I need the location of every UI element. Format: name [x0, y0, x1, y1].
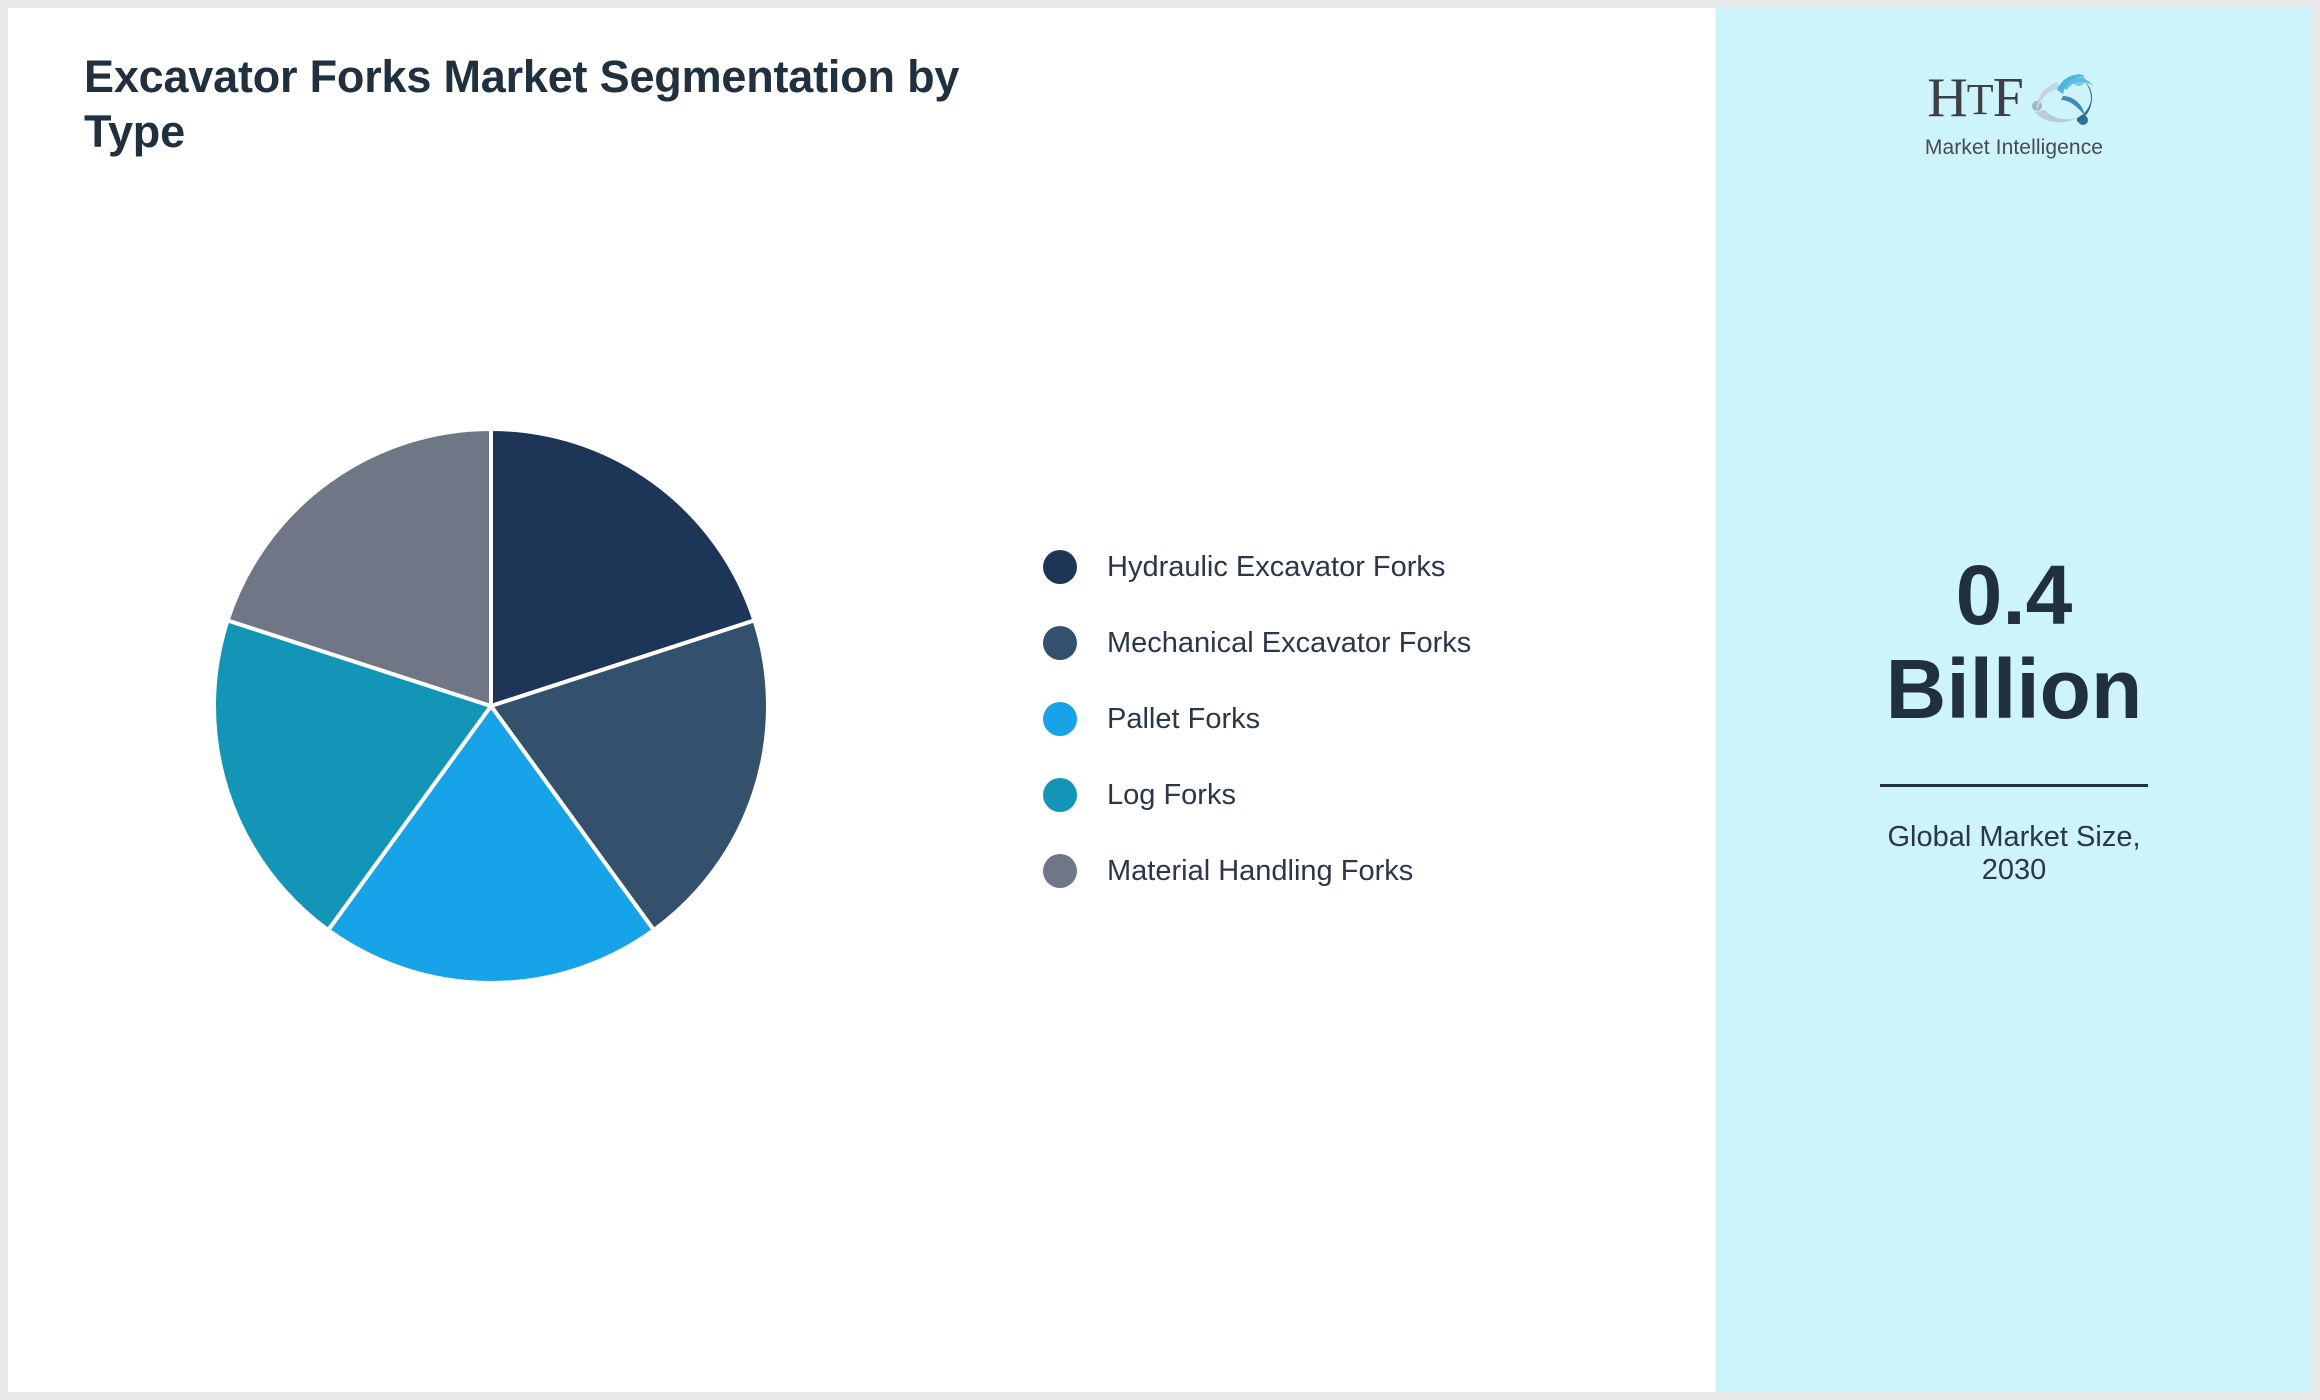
- market-size-number: 0.4: [1955, 548, 2073, 642]
- legend-swatch-icon: [1043, 550, 1077, 584]
- logo-letter-t: T: [1966, 75, 1994, 125]
- chart-panel: Excavator Forks Market Segmentation by T…: [8, 8, 1716, 1392]
- stat-block: 0.4 Billion Global Market Size, 2030: [1716, 548, 2312, 886]
- htf-logo: HTF Market Intelligence: [1716, 66, 2312, 160]
- pie-slice[interactable]: [326, 704, 656, 983]
- logo-mark: HTF: [1927, 66, 2101, 132]
- stat-panel: HTF Market Intelligence 0.4 Billion: [1716, 8, 2312, 1392]
- caption-line-2: 2030: [1981, 853, 2047, 886]
- infographic-page: Excavator Forks Market Segmentation by T…: [8, 8, 2312, 1392]
- market-size-unit: Billion: [1885, 642, 2143, 737]
- legend-swatch-icon: [1043, 854, 1077, 888]
- legend-item-label: Mechanical Excavator Forks: [1107, 626, 1472, 659]
- logo-letter-h: H: [1927, 67, 1967, 130]
- logo-tagline: Market Intelligence: [1924, 136, 2104, 159]
- legend-swatch-icon: [1043, 702, 1077, 736]
- legend-item-hydraulic-excavator-forks[interactable]: Hydraulic Excavator Forks: [1043, 529, 1471, 605]
- legend-item-label: Material Handling Forks: [1107, 854, 1414, 887]
- legend-item-label: Pallet Forks: [1107, 702, 1261, 735]
- legend-item-log-forks[interactable]: Log Forks: [1043, 757, 1471, 833]
- chart-legend: Hydraulic Excavator Forks Mechanical Exc…: [1043, 529, 1471, 909]
- market-size-caption: Global Market Size, 2030: [1844, 821, 2184, 886]
- pie-slice[interactable]: [225, 429, 493, 708]
- logo-letter-f: F: [1992, 67, 2024, 130]
- legend-swatch-icon: [1043, 778, 1077, 812]
- pie-slice[interactable]: [489, 618, 768, 933]
- pie-slice[interactable]: [489, 429, 757, 708]
- legend-item-mechanical-excavator-forks[interactable]: Mechanical Excavator Forks: [1043, 605, 1471, 681]
- legend-item-label: Log Forks: [1107, 778, 1236, 811]
- page-title: Excavator Forks Market Segmentation by T…: [84, 51, 960, 157]
- caption-line-1: Global Market Size,: [1887, 821, 2141, 854]
- pie-chart: [214, 429, 768, 983]
- htf-emblem-icon: [2031, 74, 2093, 125]
- legend-item-pallet-forks[interactable]: Pallet Forks: [1043, 681, 1471, 757]
- legend-swatch-icon: [1043, 626, 1077, 660]
- logo-wordmark: HTF: [1927, 70, 2024, 126]
- pie-slice[interactable]: [214, 618, 493, 933]
- market-size-value: 0.4 Billion: [1754, 548, 2274, 736]
- legend-item-label: Hydraulic Excavator Forks: [1107, 550, 1446, 583]
- legend-item-material-handling-forks[interactable]: Material Handling Forks: [1043, 833, 1471, 909]
- divider: [1880, 784, 2148, 788]
- pie-chart-svg: [214, 429, 768, 983]
